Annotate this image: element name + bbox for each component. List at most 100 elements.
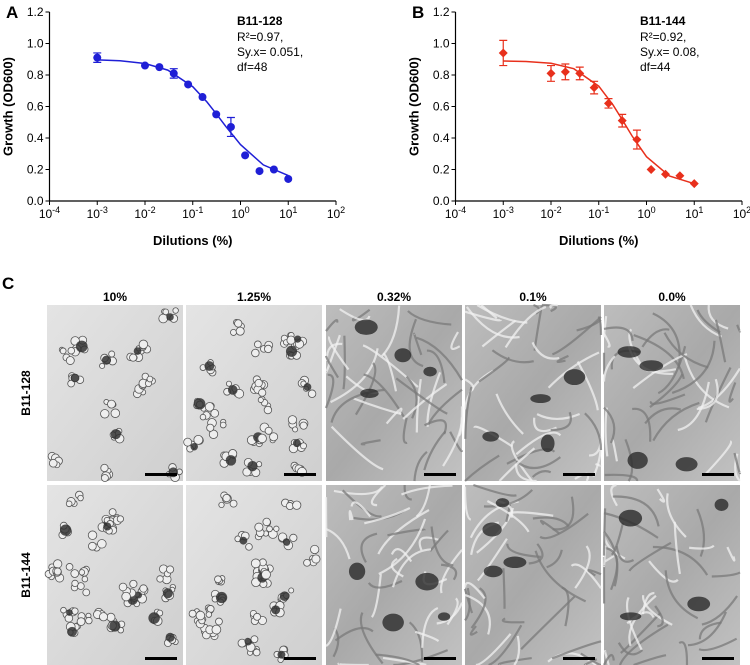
yeast-cell — [307, 389, 317, 398]
cell-clump — [482, 522, 502, 537]
cell-dark — [67, 626, 77, 637]
panel-label: A — [6, 3, 18, 22]
hypha — [446, 597, 459, 626]
yeast-cell — [106, 612, 116, 622]
hypha — [464, 386, 473, 439]
cell-dark — [303, 383, 312, 391]
fit-curve — [503, 60, 695, 185]
scale-bar — [424, 657, 456, 660]
cell-dark — [193, 398, 206, 410]
hypha — [604, 473, 639, 482]
yeast-cell — [82, 588, 91, 597]
cell-dark — [271, 605, 281, 615]
y-tick-label: 0.8 — [27, 68, 44, 82]
yeast-cell — [206, 423, 215, 432]
y-tick-label: 1.2 — [433, 5, 450, 19]
hypha — [610, 483, 618, 507]
yeast-cell — [300, 442, 307, 450]
yeast-cell — [215, 617, 223, 626]
hypha — [449, 431, 464, 453]
yeast-cell — [258, 388, 267, 397]
hypha — [377, 509, 430, 555]
hypha — [657, 345, 687, 395]
yeast-cell — [99, 362, 106, 369]
yeast-cell — [199, 413, 207, 421]
hypha — [387, 528, 426, 537]
hypha — [370, 484, 387, 507]
hypha — [602, 508, 607, 556]
hypha — [618, 623, 669, 665]
hypha — [632, 407, 652, 442]
hypha — [652, 401, 700, 442]
hypha — [552, 496, 575, 531]
point — [560, 67, 570, 77]
hypha — [324, 373, 335, 409]
hypha — [375, 653, 420, 665]
hypha — [701, 595, 739, 626]
yeast-cell — [250, 558, 261, 569]
x-tick-label: 10-4 — [445, 205, 466, 221]
cell-clump — [415, 572, 439, 591]
panel-label: B — [412, 3, 424, 22]
hypha — [677, 381, 710, 432]
cell-dark — [215, 591, 228, 604]
x-tick-label: 10-1 — [182, 205, 203, 221]
cell-dark — [294, 335, 302, 343]
hypha — [664, 570, 699, 620]
hypha — [430, 526, 454, 567]
hypha — [550, 411, 572, 432]
point — [284, 174, 293, 183]
hypha — [633, 334, 685, 380]
cell-clump — [495, 498, 510, 508]
x-tick-base: 10 — [327, 207, 341, 221]
x-tick-label: 101 — [685, 205, 703, 221]
hypha — [628, 541, 672, 572]
cell-clump — [675, 457, 698, 472]
hypha — [595, 462, 603, 467]
yeast-cell — [67, 379, 75, 388]
hypha — [556, 354, 569, 364]
x-tick-exponent: 1 — [698, 205, 703, 215]
yeast-cell — [273, 525, 280, 532]
yeast-cell — [225, 380, 232, 387]
cell-clump — [639, 360, 664, 372]
hypha — [541, 303, 558, 313]
hypha — [327, 335, 350, 371]
cell-clump — [530, 394, 551, 404]
yeast-cell — [254, 340, 262, 349]
x-tick-exponent: 1 — [292, 205, 297, 215]
hypha — [574, 545, 591, 589]
x-tick-base: 10 — [685, 207, 699, 221]
cell-dark — [101, 355, 111, 365]
hypha — [478, 356, 510, 383]
hypha — [515, 431, 562, 456]
scale-bar — [284, 473, 316, 476]
x-tick-exponent: 0 — [245, 205, 250, 215]
cell-clump — [437, 612, 451, 621]
hypha — [649, 393, 686, 405]
cell-dark — [162, 588, 173, 599]
yeast-cell — [65, 356, 75, 365]
hypha — [469, 625, 478, 636]
x-tick-label: 10-2 — [540, 205, 561, 221]
hypha — [480, 304, 498, 319]
hypha — [325, 319, 339, 332]
hypha — [696, 309, 721, 334]
x-tick-base: 10 — [134, 207, 148, 221]
yeast-cell — [166, 565, 175, 574]
hypha — [506, 448, 556, 465]
hypha — [324, 355, 340, 379]
cell-dark — [244, 638, 252, 646]
yeast-cell — [116, 515, 124, 523]
yeast-cell — [289, 533, 298, 542]
hypha — [576, 361, 599, 411]
hypha — [330, 348, 379, 404]
x-tick-base: 10 — [279, 207, 293, 221]
hypha — [547, 351, 600, 389]
hypha — [671, 340, 716, 394]
hypha — [549, 303, 558, 309]
hypha — [354, 362, 377, 416]
cell-dark — [285, 345, 298, 357]
hypha — [423, 430, 447, 471]
y-tick-label: 0.8 — [433, 68, 450, 82]
